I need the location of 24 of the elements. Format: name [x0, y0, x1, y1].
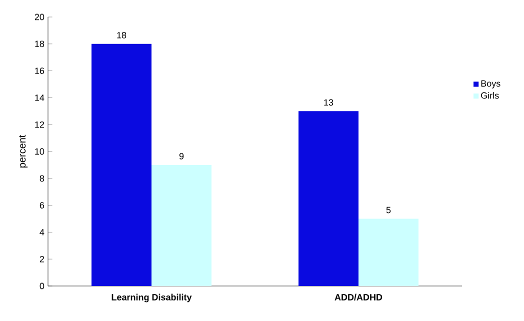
- legend-label: Girls: [481, 92, 499, 99]
- bar: [298, 111, 359, 286]
- data-label: 5: [386, 206, 391, 214]
- x-tick-label: ADD/ADHD: [334, 294, 382, 300]
- legend-label: Boys: [481, 80, 500, 88]
- y-axis-title: percent: [19, 134, 28, 168]
- y-tick-label: 18: [35, 40, 44, 48]
- bar: [358, 218, 419, 286]
- data-label: 13: [324, 99, 334, 106]
- y-tick-label: 0: [40, 282, 44, 290]
- y-tick-label: 8: [40, 175, 44, 182]
- y-tick-label: 6: [40, 202, 44, 208]
- y-tick-label: 20: [34, 14, 44, 20]
- bar: [152, 164, 212, 286]
- y-tick-label: 14: [35, 94, 44, 101]
- y-tick-label: 4: [40, 229, 44, 236]
- y-tick-label: 12: [35, 121, 44, 128]
- x-tick-label: Learning Disability: [112, 294, 192, 302]
- data-label: 18: [117, 32, 126, 38]
- y-tick-label: 10: [35, 148, 44, 155]
- data-label: 9: [179, 153, 184, 160]
- bar: [92, 44, 152, 286]
- y-tick-label: 16: [35, 68, 44, 74]
- y-tick-label: 2: [40, 256, 44, 262]
